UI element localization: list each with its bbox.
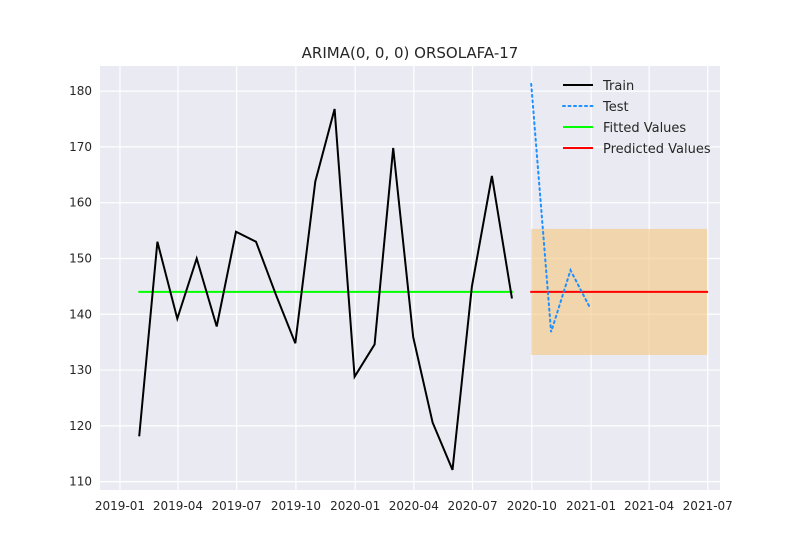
x-tick-label: 2019-01	[95, 499, 145, 513]
y-tick-label: 180	[69, 84, 92, 98]
x-tick-label: 2020-07	[447, 499, 497, 513]
series-line-test	[530, 82, 592, 333]
series-line-train	[138, 108, 513, 471]
x-tick-label: 2021-01	[566, 499, 616, 513]
x-tick-label: 2021-07	[683, 499, 733, 513]
legend-label-test: Test	[602, 100, 629, 115]
legend: Train Test Fitted Values Predicted Values	[562, 79, 711, 157]
legend-label-fitted-values: Fitted Values	[603, 121, 686, 136]
y-axis-ticks: 110 120 130 140 150 160 170 180	[69, 84, 92, 489]
legend-label-train: Train	[602, 79, 634, 94]
x-tick-label: 2019-04	[153, 499, 203, 513]
y-tick-label: 110	[69, 475, 92, 489]
x-tick-label: 2019-07	[212, 499, 262, 513]
y-tick-label: 120	[69, 419, 92, 433]
x-axis-ticks: 2019-01 2019-04 2019-07 2019-10 2020-01 2020-…	[95, 499, 733, 513]
chart-title: ARIMA(0, 0, 0) ORSOLAFA-17	[302, 44, 519, 62]
x-tick-label: 2021-04	[624, 499, 674, 513]
x-tick-label: 2020-10	[507, 499, 557, 513]
x-tick-label: 2020-04	[389, 499, 439, 513]
legend-label-predicted-values: Predicted Values	[603, 142, 711, 157]
x-tick-label: 2020-01	[330, 499, 380, 513]
y-tick-label: 150	[69, 251, 92, 265]
y-tick-label: 140	[69, 307, 92, 321]
x-tick-label: 2019-10	[271, 499, 321, 513]
y-tick-label: 130	[69, 363, 92, 377]
series-layer	[138, 82, 709, 471]
y-tick-label: 170	[69, 140, 92, 154]
y-tick-label: 160	[69, 196, 92, 210]
